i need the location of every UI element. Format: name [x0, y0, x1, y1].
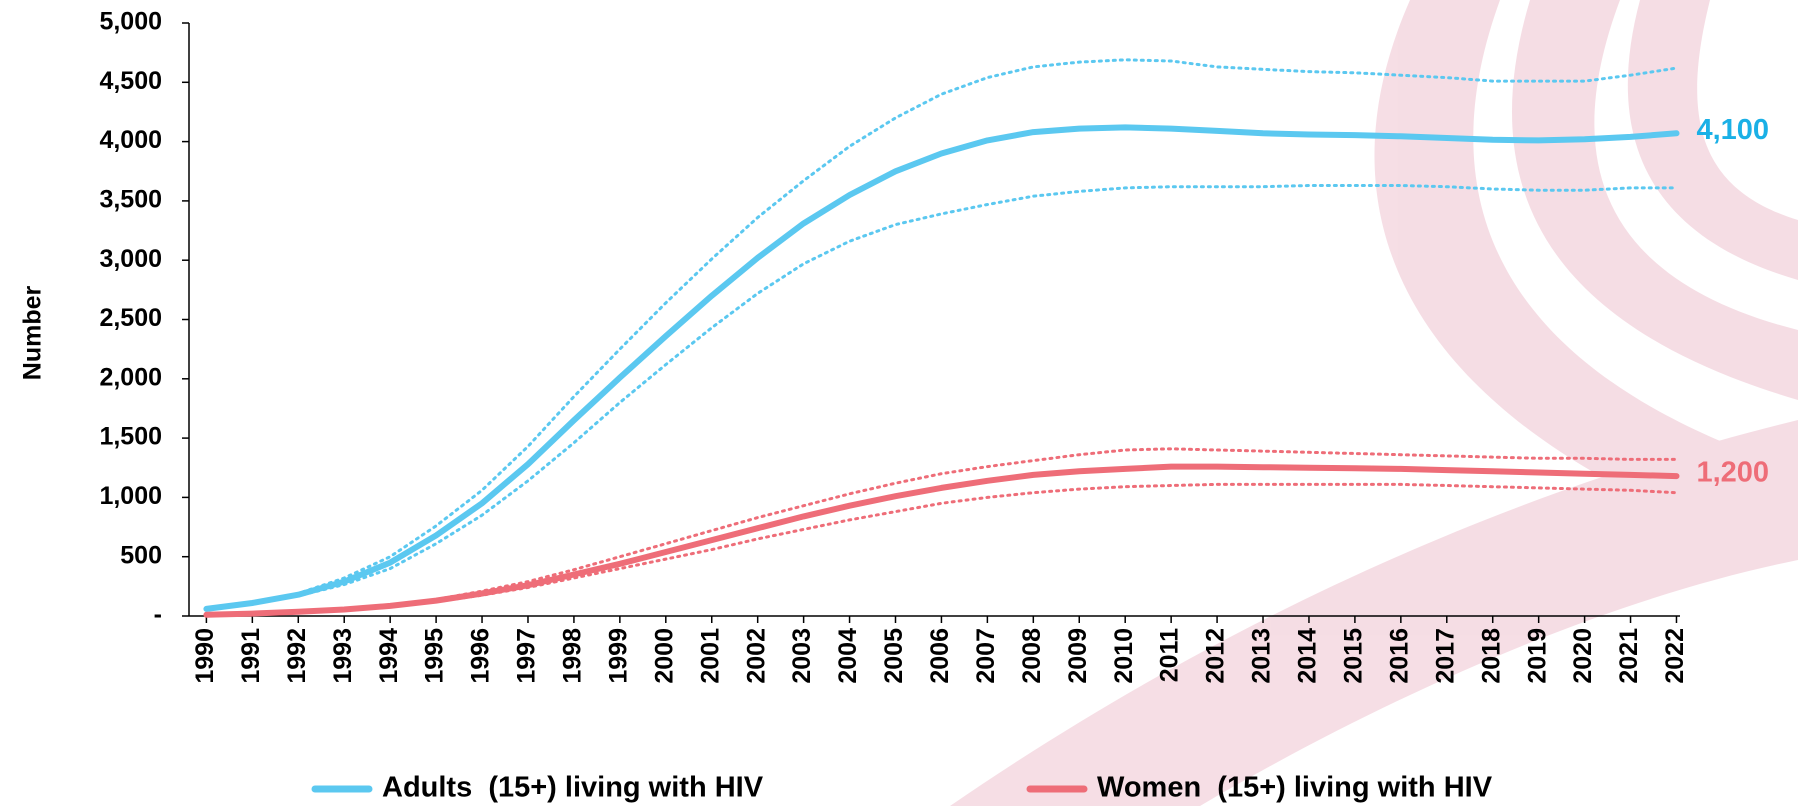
x-tick-label: 2009: [1064, 628, 1092, 684]
y-tick-label: 4,500: [99, 67, 162, 95]
x-tick-label: 2013: [1248, 628, 1276, 684]
line: [203, 463, 1680, 618]
x-tick-label: 2018: [1477, 628, 1505, 684]
y-tick-label: 2,500: [99, 304, 162, 332]
x-tick-label: 2002: [742, 628, 770, 684]
y-tick-label: 1,500: [99, 423, 162, 451]
y-tick-label: 5,000: [99, 8, 162, 36]
x-tick-label: 2010: [1110, 628, 1138, 684]
x-tick-label: 2015: [1340, 628, 1368, 684]
ribbon-decoration: [950, 0, 1798, 806]
x-tick-label: 1998: [559, 628, 587, 684]
y-tick-label: 4,000: [99, 126, 162, 154]
x-tick-label: 2005: [880, 628, 908, 684]
end-label: 4,100: [1696, 114, 1769, 146]
x-tick-label: 2022: [1661, 628, 1689, 684]
x-tick-label: 2000: [650, 628, 678, 684]
x-tick-label: 2012: [1202, 628, 1230, 684]
x-tick-label: 1999: [604, 628, 632, 684]
x-tick-label: 1997: [513, 628, 541, 684]
x-tick-label: 2016: [1385, 628, 1413, 684]
x-tick-label: 2020: [1569, 628, 1597, 684]
y-tick-label: 3,500: [99, 186, 162, 214]
x-tick-label: 1991: [237, 628, 265, 684]
x-tick-label: 2007: [972, 628, 1000, 684]
x-tick-label: 1990: [191, 628, 219, 684]
y-tick-label: -: [154, 601, 162, 629]
x-tick-label: 1996: [467, 628, 495, 684]
lower-bound: [204, 184, 1678, 611]
y-tick-label: 1,000: [99, 482, 162, 510]
x-tick-label: 2001: [696, 628, 724, 684]
end-label: 1,200: [1696, 457, 1769, 489]
x-tick-label: 2019: [1523, 628, 1551, 684]
y-axis-title: Number: [19, 286, 47, 381]
upper-bound: [204, 58, 1678, 611]
y-tick-label: 500: [120, 541, 162, 569]
y-tick-label: 2,000: [99, 363, 162, 391]
x-tick-label: 2004: [834, 628, 862, 684]
x-tick-label: 1994: [375, 628, 403, 684]
legend-label: Adults (15+) living with HIV: [382, 772, 764, 804]
x-tick-label: 2003: [788, 628, 816, 684]
x-tick-label: 1992: [283, 628, 311, 684]
x-tick-label: 2011: [1156, 628, 1184, 682]
y-tick-label: 3,000: [99, 245, 162, 273]
x-tick-label: 2008: [1018, 628, 1046, 684]
x-tick-label: 2006: [926, 628, 954, 684]
legend-label: Women (15+) living with HIV: [1097, 772, 1493, 804]
line: [203, 124, 1680, 612]
x-tick-label: 2014: [1294, 628, 1322, 684]
x-tick-label: 1995: [421, 628, 449, 684]
x-tick-label: 2017: [1431, 628, 1459, 684]
x-tick-label: 1993: [329, 628, 357, 684]
x-tick-label: 2021: [1615, 628, 1643, 684]
